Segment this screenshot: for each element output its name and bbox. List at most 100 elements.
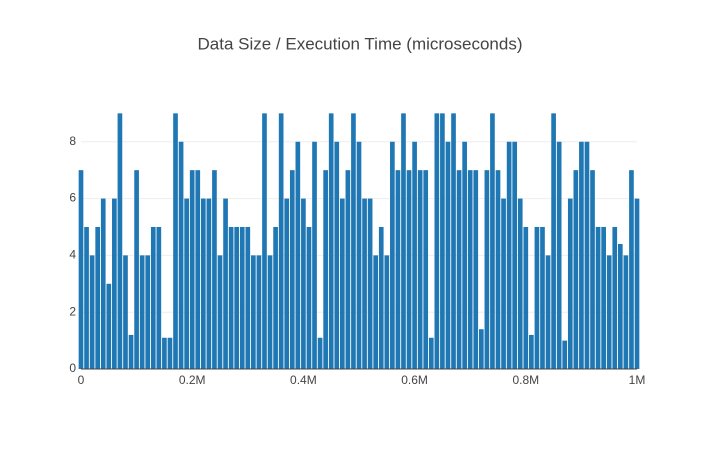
bar: [423, 170, 429, 369]
bar: [440, 113, 445, 369]
bar: [512, 141, 518, 369]
bar: [595, 226, 601, 369]
bar: [339, 198, 345, 369]
bar: [234, 226, 240, 369]
bar: [623, 255, 629, 369]
bar: [223, 198, 228, 369]
bar: [567, 198, 573, 369]
x-tick-label: 1M: [629, 373, 646, 387]
bar: [273, 226, 278, 369]
bar: [456, 170, 462, 369]
x-tick-label: 0.2M: [179, 373, 206, 387]
bar: [573, 170, 579, 369]
bar: [395, 170, 401, 369]
bar: [462, 141, 467, 369]
bar: [317, 337, 323, 369]
x-tick-label: 0.6M: [401, 373, 428, 387]
y-tick-label: 4: [69, 248, 76, 262]
bar: [239, 226, 245, 369]
bar: [478, 329, 484, 369]
bar: [417, 170, 423, 369]
bar: [556, 141, 562, 369]
bar: [206, 198, 212, 369]
bar: [495, 170, 501, 369]
bar: [451, 113, 456, 369]
bar: [178, 141, 184, 369]
bar: [145, 255, 151, 369]
bar: [184, 198, 189, 369]
bar: [267, 255, 273, 369]
bar: [323, 170, 328, 369]
bar: [328, 113, 334, 369]
bar: [367, 198, 373, 369]
bar: [256, 255, 262, 369]
x-tick-label: 0.8M: [512, 373, 539, 387]
bar: [212, 170, 217, 369]
bar: [490, 113, 495, 369]
bar: [306, 226, 312, 369]
y-tick-label: 2: [69, 304, 76, 318]
bar: [173, 113, 178, 369]
bar: [139, 255, 145, 369]
bar: [228, 226, 234, 369]
bar: [84, 226, 89, 369]
bar: [545, 255, 551, 369]
y-tick-label: 0: [69, 361, 76, 375]
bar: [278, 113, 284, 369]
bar: [312, 141, 317, 369]
chart-title: Data Size / Execution Time (microseconds…: [197, 34, 522, 53]
bar: [401, 113, 406, 369]
bar: [540, 226, 545, 369]
bar: [523, 226, 529, 369]
bar: [406, 170, 412, 369]
bar: [295, 141, 301, 369]
bar: [95, 226, 101, 369]
bar: [167, 337, 173, 369]
bar: [150, 226, 156, 369]
bar: [634, 198, 640, 369]
bar: [629, 170, 634, 369]
x-tick-label: 0.4M: [290, 373, 317, 387]
bar: [484, 170, 490, 369]
bar: [284, 198, 290, 369]
bar: [106, 283, 112, 369]
bar: [501, 198, 506, 369]
bar: [428, 337, 434, 369]
bar: [384, 255, 390, 369]
bar: [506, 141, 512, 369]
bar: [200, 198, 206, 369]
bar: [78, 170, 84, 369]
bar: [529, 334, 534, 369]
bar: [617, 244, 623, 369]
bar: [123, 255, 128, 369]
bar: [245, 226, 251, 369]
bar: [373, 255, 379, 369]
bar: [100, 198, 106, 369]
bar: [517, 198, 523, 369]
bar: [378, 226, 384, 369]
bar: [117, 113, 123, 369]
bar: [162, 337, 167, 369]
bar: [334, 141, 340, 369]
bar: [612, 226, 618, 369]
bar: [195, 170, 201, 369]
bar: [289, 170, 295, 369]
bar: [217, 255, 223, 369]
bar: [390, 141, 395, 369]
bar: [584, 141, 590, 369]
bar: [434, 113, 440, 369]
bar: [534, 226, 540, 369]
bar: [156, 226, 162, 369]
bar: [601, 226, 606, 369]
bar: [606, 255, 612, 369]
bar: [562, 340, 568, 369]
y-tick-label: 8: [69, 134, 76, 148]
bar: [362, 198, 367, 369]
bar: [412, 141, 417, 369]
x-tick-label: 0: [78, 373, 85, 387]
bar: [579, 141, 584, 369]
bar: [551, 113, 556, 369]
bar: [351, 113, 356, 369]
bar: [356, 141, 362, 369]
